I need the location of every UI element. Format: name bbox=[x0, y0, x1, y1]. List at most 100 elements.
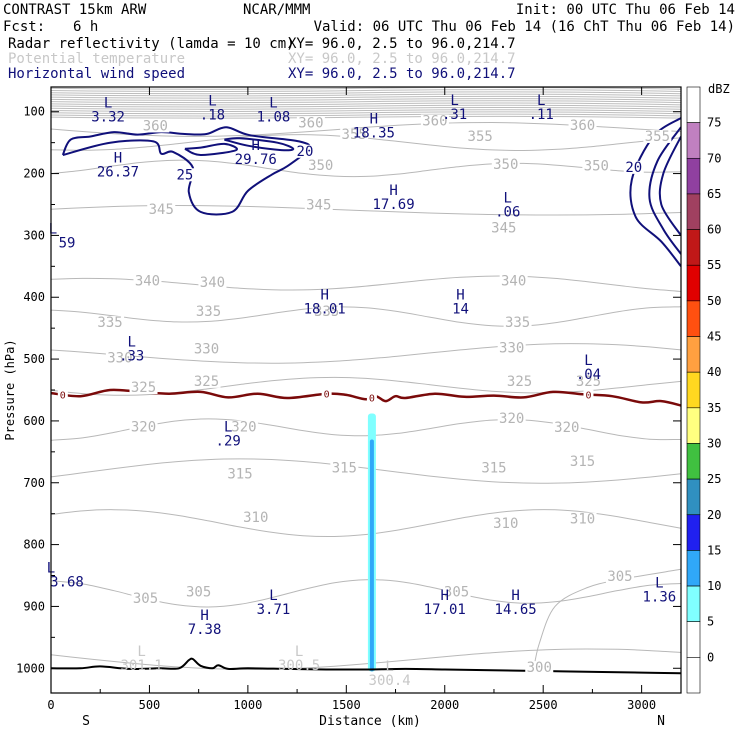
axes: 0 500 1000 1500 2000 2500 30001002003004005006… bbox=[16, 87, 681, 712]
theta-label: 360 bbox=[298, 115, 323, 131]
extremum-value: 17.01 bbox=[424, 602, 466, 618]
x-tick-label: 500 bbox=[139, 698, 161, 712]
theta-contour-line bbox=[51, 159, 681, 178]
theta-label: 305 bbox=[607, 569, 632, 585]
extremum-value: 300.5 bbox=[278, 658, 320, 674]
extremum-value: 7.38 bbox=[188, 622, 222, 638]
model-title: CONTRAST 15km ARW bbox=[3, 2, 147, 18]
colorbar-swatch bbox=[686, 371, 701, 409]
theta-label-bg bbox=[340, 128, 369, 142]
y-tick-label: 900 bbox=[23, 599, 45, 613]
zero-line-label: 0 bbox=[60, 390, 66, 401]
colorbar-level: 15 bbox=[707, 543, 721, 557]
y-tick-label: 600 bbox=[23, 414, 45, 428]
extremum-value: 14.65 bbox=[495, 602, 537, 618]
theta-label-bg bbox=[184, 585, 213, 599]
field-xy-reflectivity: XY= 96.0, 2.5 to 96.0,214.7 bbox=[288, 36, 516, 52]
extremum-type: H bbox=[370, 111, 378, 127]
extremum-marker: L.33 bbox=[119, 335, 144, 365]
extremum-marker: H17.01 bbox=[424, 588, 466, 618]
upper-theta-line bbox=[51, 109, 681, 112]
wind-speed-contour bbox=[184, 142, 238, 157]
theta-label-bg bbox=[499, 274, 528, 288]
extremum-type: L bbox=[450, 93, 458, 109]
y-tick-label: 1000 bbox=[16, 661, 45, 675]
extremum-type: H bbox=[441, 588, 449, 604]
extremum-marker: L3.32 bbox=[91, 95, 125, 125]
theta-label-bg bbox=[479, 461, 508, 475]
extremum-value: .18 bbox=[200, 107, 225, 123]
theta-label: 355 bbox=[342, 127, 367, 143]
theta-label: 360 bbox=[143, 118, 168, 134]
extremum-type: L bbox=[295, 644, 303, 660]
colorbar-level: 50 bbox=[707, 294, 721, 308]
theta-label-bg bbox=[568, 118, 597, 132]
x-tick-label: 0 bbox=[47, 698, 54, 712]
theta-label-bg bbox=[129, 381, 158, 394]
forecast-label: Fcst: bbox=[3, 19, 45, 35]
theta-contour-line bbox=[51, 648, 681, 670]
colorbar-level: 30 bbox=[707, 436, 721, 450]
extremum-type: L bbox=[224, 419, 232, 435]
theta-label-bg bbox=[147, 202, 176, 216]
extremum-value: 26.37 bbox=[97, 164, 139, 180]
extremum-value: .33 bbox=[119, 349, 144, 365]
zero-isotherm-line: 0 0 0 0 bbox=[51, 388, 681, 407]
theta-label: 320 bbox=[231, 420, 256, 436]
theta-label-bg bbox=[574, 374, 603, 388]
x-tick-label: 3000 bbox=[627, 698, 656, 712]
upper-theta-line bbox=[51, 98, 681, 101]
colorbar-swatch bbox=[686, 229, 701, 266]
x-tick-label: 1500 bbox=[332, 698, 361, 712]
zero-line-path bbox=[51, 388, 681, 407]
extremum-value: .06 bbox=[495, 204, 520, 220]
theta-label-bg bbox=[129, 420, 158, 434]
wind-speed-contour bbox=[224, 137, 295, 152]
theta-label-bg bbox=[296, 116, 325, 130]
theta-label-bg bbox=[330, 461, 359, 475]
x-axis-label: Distance (km) bbox=[319, 714, 421, 729]
extremum-type: L bbox=[269, 588, 277, 604]
extremum-marker: H26.37 bbox=[97, 150, 139, 180]
extremum-marker: L3.71 bbox=[257, 588, 291, 618]
extremum-type: L bbox=[128, 335, 136, 351]
theta-label: 315 bbox=[570, 454, 595, 470]
theta-label-bg bbox=[582, 159, 611, 173]
theta-label: 315 bbox=[332, 460, 357, 476]
colorbar-level: 0 bbox=[707, 650, 714, 664]
theta-label-bg bbox=[552, 421, 581, 435]
extremum-value: 1.36 bbox=[642, 590, 676, 606]
theta-label: 350 bbox=[493, 157, 518, 173]
x-tick-label: 2000 bbox=[430, 698, 459, 712]
valid-time: Valid: 06 UTC Thu 06 Feb 14 (16 ChT Thu … bbox=[314, 19, 735, 35]
theta-label: 340 bbox=[200, 275, 225, 291]
extremum-value: 59 bbox=[59, 235, 76, 251]
theta-label: 325 bbox=[507, 374, 532, 390]
extremum-marker: H18.35 bbox=[353, 111, 395, 141]
extremum-type: L bbox=[208, 93, 216, 109]
wind-contour-label: 20 bbox=[297, 144, 314, 160]
extremum-value: 3.71 bbox=[257, 602, 291, 618]
theta-label-bg bbox=[304, 198, 333, 212]
upper-theta-line bbox=[51, 111, 681, 115]
upper-theta-line bbox=[51, 102, 681, 106]
theta-label: 305 bbox=[133, 591, 158, 607]
colorbar-level: 75 bbox=[707, 116, 721, 130]
colorbar-swatch bbox=[686, 478, 701, 516]
theta-label-bg bbox=[643, 129, 672, 143]
theta-label: 335 bbox=[97, 315, 122, 331]
zero-line-label: 0 bbox=[585, 391, 591, 402]
upper-theta-line bbox=[51, 87, 681, 90]
extremum-marker: H7.38 bbox=[188, 608, 222, 638]
wind-label-bg bbox=[174, 168, 195, 182]
theta-label-bg bbox=[141, 119, 170, 133]
theta-label-bg bbox=[226, 467, 254, 481]
field-xy-wind: XY= 96.0, 2.5 to 96.0,214.7 bbox=[288, 66, 516, 82]
theta-contour-line bbox=[51, 343, 681, 364]
theta-label-bg bbox=[497, 341, 526, 355]
upper-theta-line bbox=[51, 115, 681, 119]
wind-speed-contour bbox=[648, 126, 681, 255]
theta-label: 340 bbox=[135, 274, 160, 290]
